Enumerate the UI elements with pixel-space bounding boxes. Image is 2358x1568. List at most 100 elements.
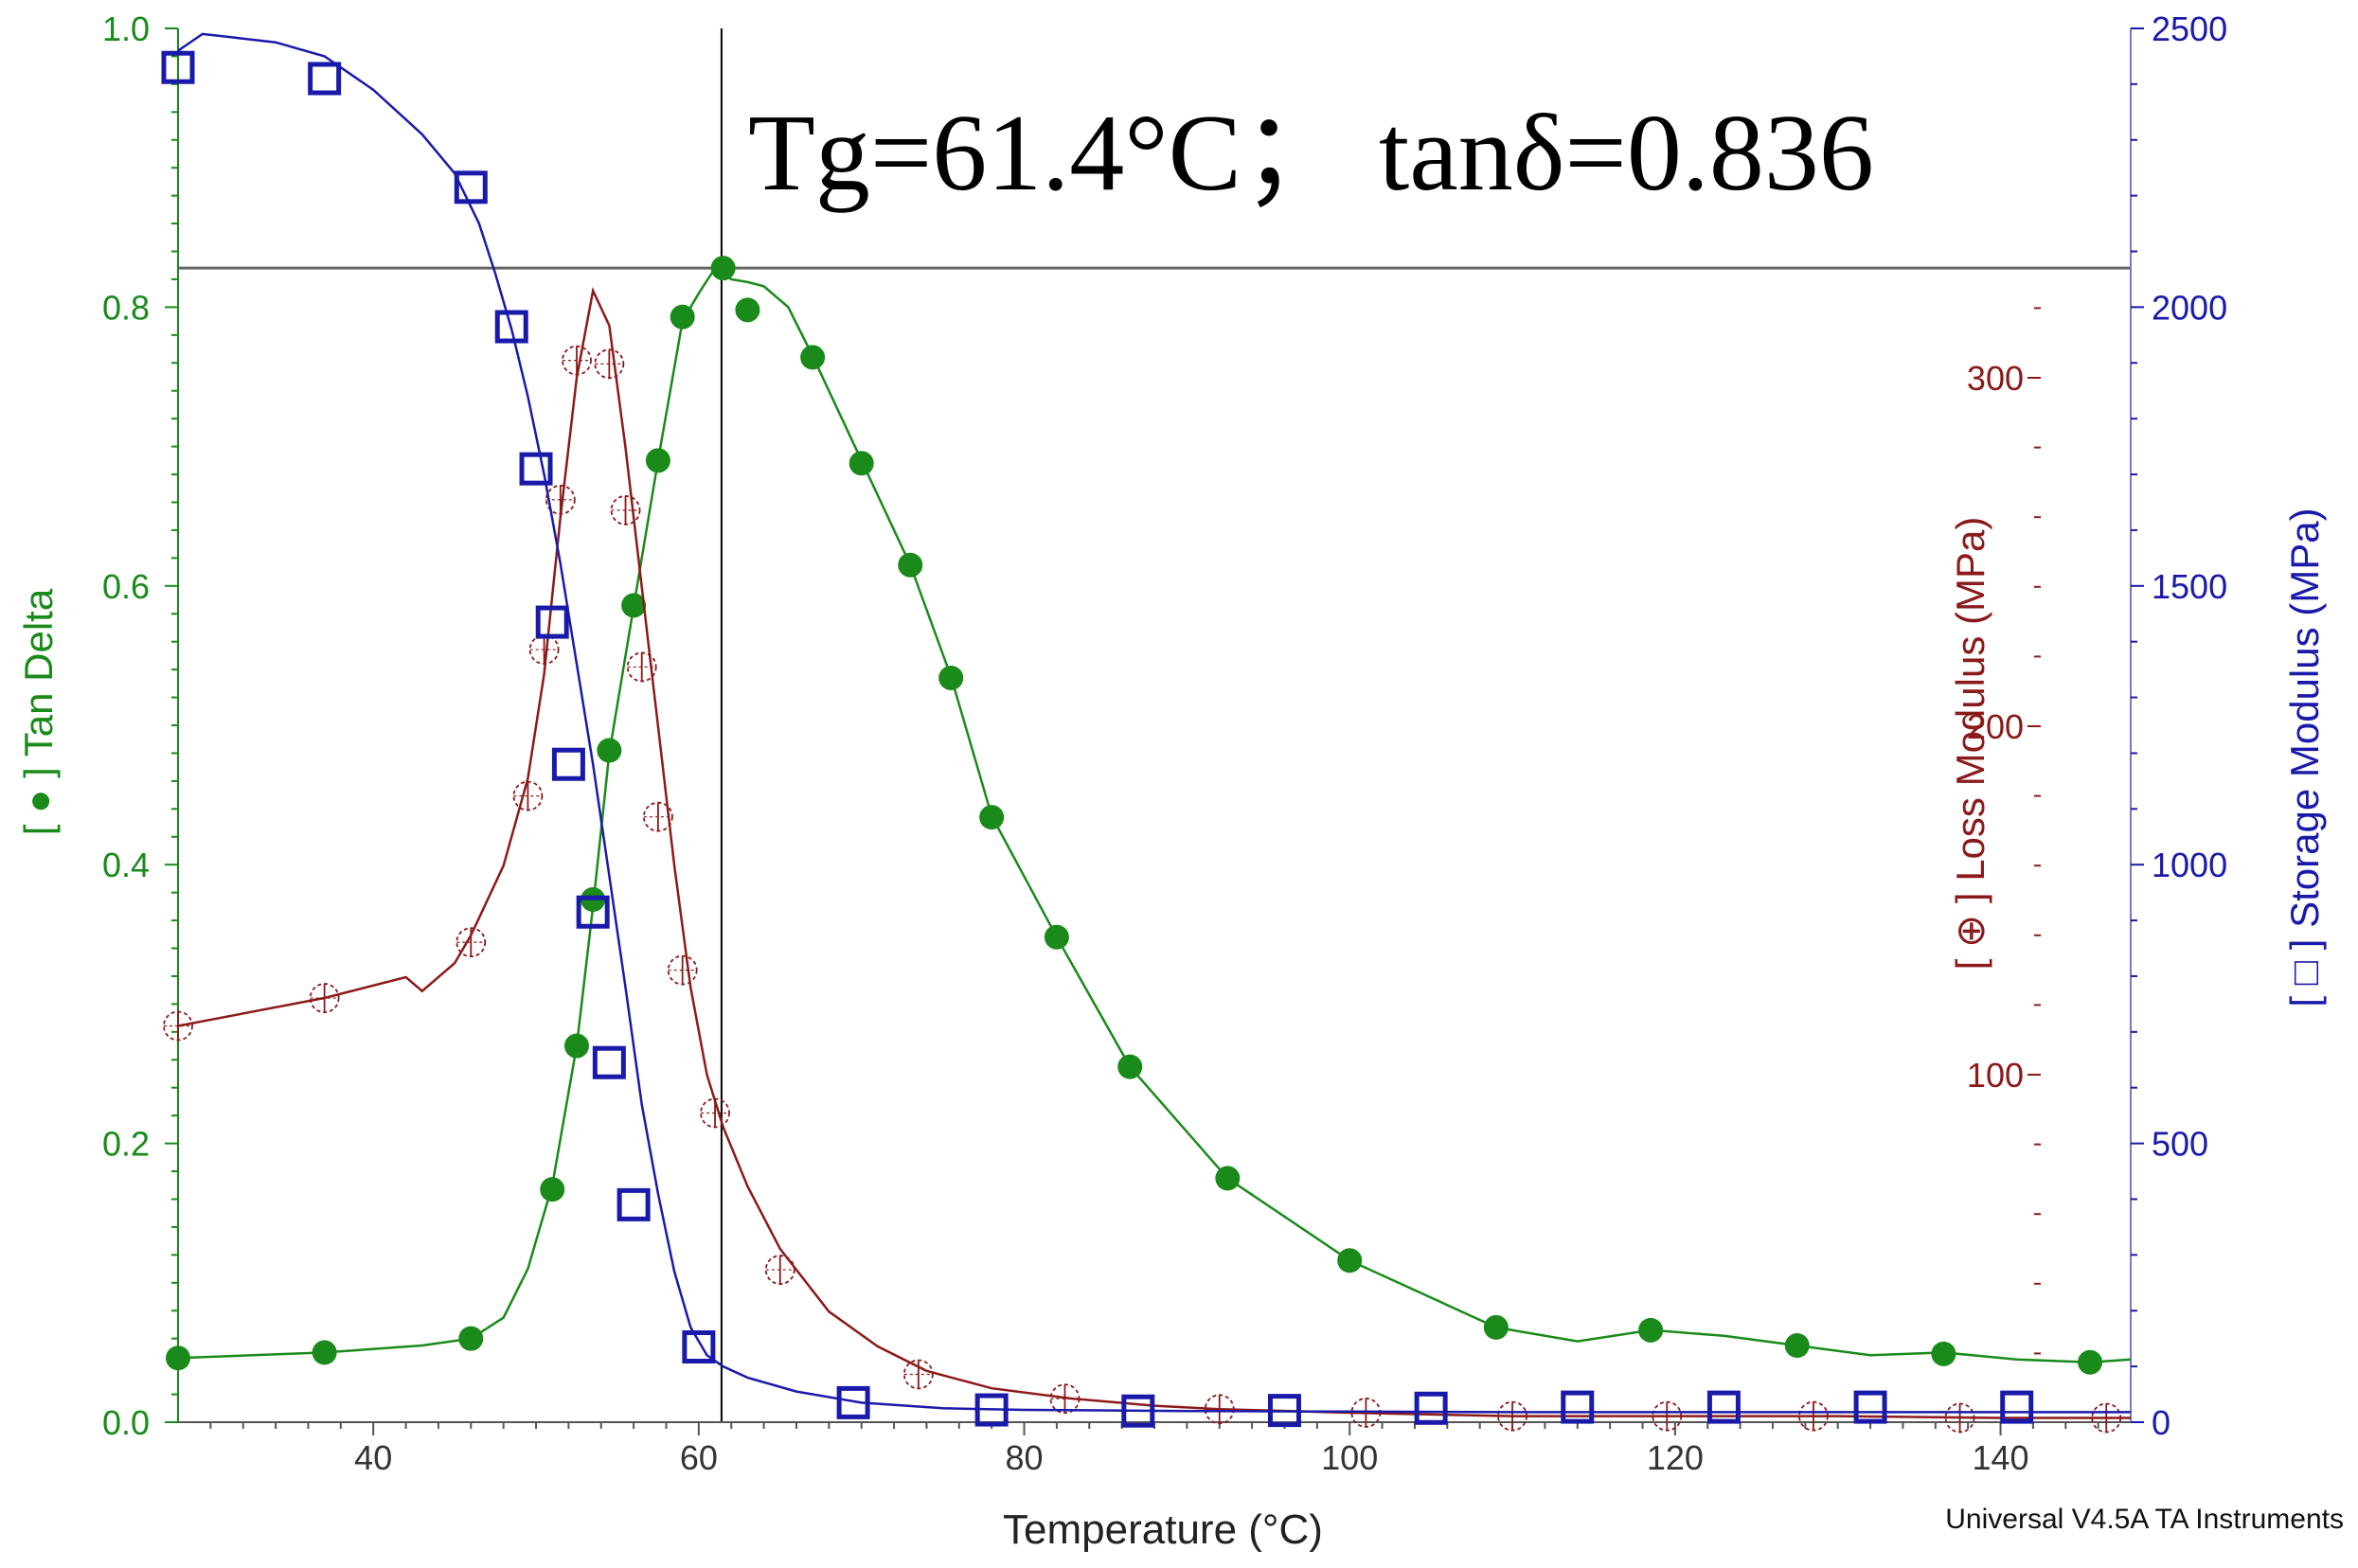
loss-modulus-marker [545,484,576,515]
tan-delta-marker [1337,1248,1363,1274]
x-tick-label: 40 [354,1438,392,1477]
loss-modulus-marker [667,954,698,986]
tan-delta-marker [1483,1314,1509,1340]
loss-modulus-marker [626,651,657,683]
axes: 40 60 80 100 120 140 0.0 0.2 0.4 0.6 0.8 1.0 100 200 3… [102,9,2227,1477]
tan-delta-line [177,266,2132,1363]
loss-modulus-marker [764,1255,795,1285]
tan-delta-marker [710,256,736,281]
tan-delta-marker [898,552,923,578]
y-axis-label-storage-modulus: [ □ ] Storage Modulus (MPa) [2282,508,2327,1007]
storage-modulus-marker [1706,1390,1741,1424]
tan-delta-marker [621,593,647,618]
y-storage-tick-label: 1000 [2152,846,2227,884]
footer-label: Universal V4.5A TA Instruments [1945,1504,2344,1535]
tan-delta-marker [1215,1166,1241,1191]
loss-modulus-marker [610,494,641,526]
tan-delta-marker [979,805,1005,830]
series-tan-delta [166,256,2132,1375]
y-storage-tick-label: 2500 [2152,9,2227,48]
y-loss-tick-label: 100 [1967,1056,2024,1095]
storage-modulus-marker [836,1385,870,1419]
loss-modulus-marker [1652,1400,1683,1432]
tg-annotation: Tg=61.4°C； tanδ=0.836 [748,93,1874,214]
storage-modulus-marker [1561,1390,1595,1424]
storage-modulus-marker [1853,1390,1887,1424]
x-tick-label: 120 [1647,1438,1704,1477]
storage-modulus-marker [2000,1390,2034,1424]
tan-delta-marker [1117,1054,1143,1079]
storage-modulus-marker [1121,1394,1155,1428]
loss-modulus-marker [594,348,625,380]
tan-delta-marker [645,448,670,473]
x-axis-label: Temperature (°C) [1003,1506,1323,1553]
y-storage-tick-label: 1500 [2152,567,2227,606]
loss-modulus-marker [1497,1400,1527,1432]
y-left-tick-label: 0.8 [102,288,150,327]
loss-modulus-marker [700,1097,730,1129]
storage-modulus-marker [454,170,488,205]
tan-delta-marker [670,304,695,330]
tan-delta-marker [597,738,622,763]
loss-modulus-marker [1798,1400,1829,1432]
storage-modulus-marker [682,1330,716,1364]
loss-modulus-marker [1049,1383,1081,1415]
tan-delta-marker [166,1345,190,1371]
loss-modulus-marker [309,983,340,1013]
series-loss-modulus [163,286,2131,1434]
loss-modulus-marker [902,1359,934,1390]
tan-delta-marker [2078,1349,2103,1375]
y-axis-label-tan-delta: [ ● ] Tan Delta [16,588,61,835]
tan-delta-marker [1044,924,1069,950]
series-storage-modulus [161,32,2131,1428]
tan-delta-marker [540,1177,565,1203]
loss-modulus-marker [1204,1394,1235,1425]
loss-modulus-marker [456,927,487,958]
tan-delta-marker [563,1033,589,1059]
storage-modulus-marker [576,895,610,929]
y-left-tick-label: 1.0 [102,9,150,48]
storage-modulus-marker [519,452,553,486]
loss-modulus-marker [643,801,673,832]
y-loss-tick-label: 300 [1967,359,2024,398]
y-storage-tick-label: 500 [2152,1125,2208,1164]
tan-delta-marker [849,451,874,476]
y-left-tick-label: 0.4 [102,846,150,884]
y-left-tick-label: 0.6 [102,567,150,606]
y-axis-label-loss-modulus: [ ⊕ ] Loss Modulus (MPa) [1948,517,1992,971]
y-loss-tick-label: 200 [1967,707,2024,746]
storage-modulus-marker [535,605,569,639]
loss-modulus-marker [2091,1402,2122,1434]
storage-modulus-marker [551,747,585,781]
tan-delta-marker [1931,1341,1956,1366]
x-tick-label: 60 [680,1438,718,1477]
tan-delta-marker [458,1326,484,1351]
loss-modulus-marker [562,345,592,376]
tan-delta-marker [1784,1333,1810,1359]
y-storage-tick-label: 2000 [2152,288,2227,327]
storage-modulus-marker [494,310,528,344]
x-tick-label: 140 [1972,1438,2028,1477]
storage-modulus-marker [308,62,342,96]
storage-modulus-marker [1414,1391,1448,1425]
tan-delta-marker [800,345,826,370]
loss-modulus-marker [1944,1402,1975,1434]
x-tick-label: 80 [1006,1438,1044,1477]
storage-modulus-line [177,32,2131,1414]
y-left-tick-label: 0.2 [102,1125,150,1164]
storage-modulus-marker [592,1045,626,1079]
loss-modulus-marker [163,1010,193,1042]
storage-modulus-marker [974,1393,1009,1427]
storage-modulus-marker [161,50,195,84]
tan-delta-marker [312,1340,337,1365]
loss-modulus-marker [512,780,544,811]
series-layer [161,32,2132,1434]
y-left-tick-label: 0.0 [102,1403,150,1442]
x-tick-label: 100 [1321,1438,1378,1477]
tan-delta-marker [735,297,760,323]
tan-delta-marker [938,665,964,690]
y-storage-tick-label: 0 [2152,1403,2170,1442]
storage-modulus-marker [616,1187,651,1221]
